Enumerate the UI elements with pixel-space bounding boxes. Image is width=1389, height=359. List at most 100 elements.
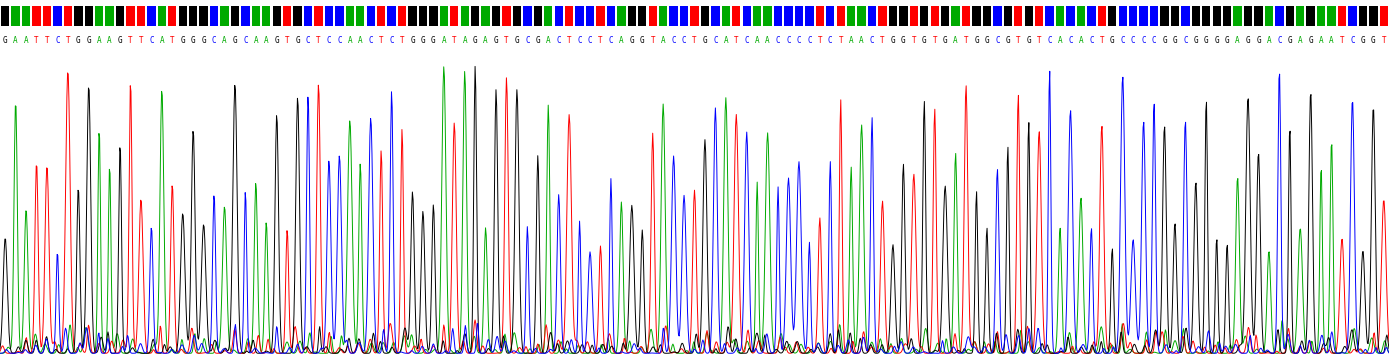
Bar: [22, 5, 31, 26]
Bar: [617, 5, 625, 26]
Text: T: T: [400, 36, 404, 45]
Bar: [972, 5, 981, 26]
Text: G: G: [1246, 36, 1250, 45]
Text: C: C: [525, 36, 529, 45]
Bar: [115, 5, 124, 26]
Bar: [1201, 5, 1210, 26]
Text: A: A: [254, 36, 258, 45]
Bar: [993, 5, 1001, 26]
Text: C: C: [1151, 36, 1156, 45]
Bar: [575, 5, 583, 26]
Bar: [1025, 5, 1033, 26]
Text: G: G: [296, 36, 300, 45]
Text: C: C: [149, 36, 154, 45]
Text: A: A: [1057, 36, 1063, 45]
Bar: [304, 5, 313, 26]
Bar: [1349, 5, 1357, 26]
Text: C: C: [389, 36, 394, 45]
Bar: [1046, 5, 1054, 26]
Text: G: G: [233, 36, 238, 45]
Text: A: A: [860, 36, 864, 45]
Bar: [179, 5, 188, 26]
Bar: [878, 5, 886, 26]
Text: C: C: [807, 36, 811, 45]
Text: G: G: [703, 36, 707, 45]
Text: A: A: [14, 36, 18, 45]
Text: A: A: [1079, 36, 1083, 45]
Bar: [910, 5, 918, 26]
Bar: [200, 5, 208, 26]
Text: A: A: [24, 36, 28, 45]
Bar: [722, 5, 731, 26]
Text: C: C: [578, 36, 582, 45]
Bar: [847, 5, 856, 26]
Text: A: A: [222, 36, 226, 45]
Text: T: T: [285, 36, 289, 45]
Text: G: G: [1110, 36, 1114, 45]
Text: A: A: [1318, 36, 1324, 45]
Bar: [1088, 5, 1096, 26]
Bar: [397, 5, 406, 26]
Text: A: A: [463, 36, 467, 45]
Text: A: A: [97, 36, 101, 45]
Text: G: G: [1371, 36, 1375, 45]
Text: G: G: [1163, 36, 1167, 45]
Bar: [815, 5, 824, 26]
Bar: [126, 5, 135, 26]
Bar: [1243, 5, 1253, 26]
Bar: [764, 5, 772, 26]
Text: C: C: [557, 36, 561, 45]
Text: G: G: [1172, 36, 1178, 45]
Text: C: C: [775, 36, 781, 45]
Bar: [868, 5, 876, 26]
Text: A: A: [483, 36, 488, 45]
Text: C: C: [1183, 36, 1188, 45]
Bar: [147, 5, 156, 26]
Bar: [440, 5, 449, 26]
Bar: [376, 5, 385, 26]
Bar: [74, 5, 82, 26]
Text: G: G: [1256, 36, 1261, 45]
Text: C: C: [1068, 36, 1072, 45]
Bar: [388, 5, 396, 26]
Text: C: C: [1089, 36, 1093, 45]
Text: C: C: [1276, 36, 1282, 45]
Bar: [1358, 5, 1367, 26]
Text: G: G: [1288, 36, 1292, 45]
Bar: [983, 5, 992, 26]
Bar: [43, 5, 51, 26]
Bar: [857, 5, 865, 26]
Bar: [1, 5, 10, 26]
Bar: [471, 5, 479, 26]
Text: G: G: [472, 36, 478, 45]
Bar: [1317, 5, 1325, 26]
Bar: [658, 5, 667, 26]
Text: T: T: [964, 36, 968, 45]
Bar: [586, 5, 594, 26]
Bar: [251, 5, 260, 26]
Bar: [889, 5, 897, 26]
Bar: [690, 5, 699, 26]
Text: A: A: [1297, 36, 1303, 45]
Text: A: A: [1267, 36, 1271, 45]
Bar: [221, 5, 229, 26]
Text: T: T: [128, 36, 133, 45]
Text: T: T: [818, 36, 822, 45]
Text: G: G: [515, 36, 519, 45]
Bar: [94, 5, 103, 26]
Bar: [524, 5, 532, 26]
Text: G: G: [275, 36, 279, 45]
Bar: [795, 5, 803, 26]
Bar: [461, 5, 469, 26]
Bar: [11, 5, 19, 26]
Text: T: T: [650, 36, 656, 45]
Bar: [450, 5, 458, 26]
Text: A: A: [546, 36, 550, 45]
Bar: [1035, 5, 1043, 26]
Text: C: C: [713, 36, 718, 45]
Text: G: G: [1361, 36, 1365, 45]
Text: C: C: [211, 36, 217, 45]
Bar: [774, 5, 782, 26]
Bar: [1181, 5, 1189, 26]
Text: T: T: [1015, 36, 1021, 45]
